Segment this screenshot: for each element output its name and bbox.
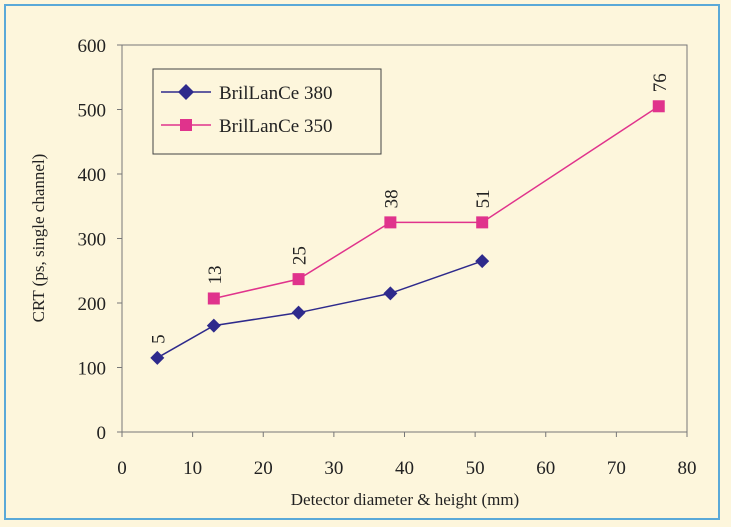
data-point-diamond — [475, 254, 490, 269]
series-layer — [150, 100, 665, 365]
y-tick-label: 300 — [78, 230, 107, 251]
data-point-square — [207, 292, 220, 305]
x-tick-label: 0 — [117, 458, 127, 479]
x-tick-label: 50 — [466, 458, 485, 479]
y-axis-title: CRT (ps, single channel) — [29, 154, 48, 323]
y-tick-label: 0 — [97, 423, 107, 444]
x-tick-label: 10 — [183, 458, 202, 479]
y-tick-label: 200 — [78, 294, 107, 315]
data-point-diamond — [206, 318, 221, 333]
data-label: 38 — [381, 189, 402, 208]
data-label: 25 — [290, 246, 311, 265]
legend-square-marker — [180, 119, 192, 131]
data-point-diamond — [291, 305, 306, 320]
x-tick-label: 20 — [254, 458, 273, 479]
legend: BrilLanCe 380 BrilLanCe 350 — [152, 68, 382, 155]
x-tick-label: 80 — [678, 458, 697, 479]
x-tick-label: 40 — [395, 458, 414, 479]
data-label: 51 — [473, 189, 494, 208]
y-tick-label: 500 — [78, 101, 107, 122]
legend-box — [152, 68, 382, 155]
x-tick-label: 60 — [536, 458, 555, 479]
y-tick-label: 400 — [78, 165, 107, 186]
data-point-square — [652, 100, 665, 113]
y-tick-label: 600 — [78, 36, 107, 57]
legend-label-2: BrilLanCe 350 — [219, 116, 332, 137]
x-tick-label: 70 — [607, 458, 626, 479]
data-point-diamond — [383, 286, 398, 301]
data-label: 13 — [205, 265, 226, 284]
data-point-square — [476, 216, 489, 229]
x-axis-title: Detector diameter & height (mm) — [291, 490, 519, 509]
legend-diamond-marker — [178, 84, 194, 100]
data-point-diamond — [150, 350, 165, 365]
data-label: 5 — [148, 334, 169, 344]
legend-label-1: BrilLanCe 380 — [219, 83, 332, 104]
data-label: 76 — [650, 73, 671, 92]
data-point-square — [384, 216, 397, 229]
y-tick-label: 100 — [78, 359, 107, 380]
ticks-layer: 0 10 20 30 40 50 60 70 80 0 100 200 300 400 500 600 — [78, 36, 697, 479]
x-tick-label: 30 — [324, 458, 343, 479]
data-point-square — [292, 273, 305, 286]
point-labels-layer: 5 13 25 38 51 76 — [148, 73, 670, 344]
